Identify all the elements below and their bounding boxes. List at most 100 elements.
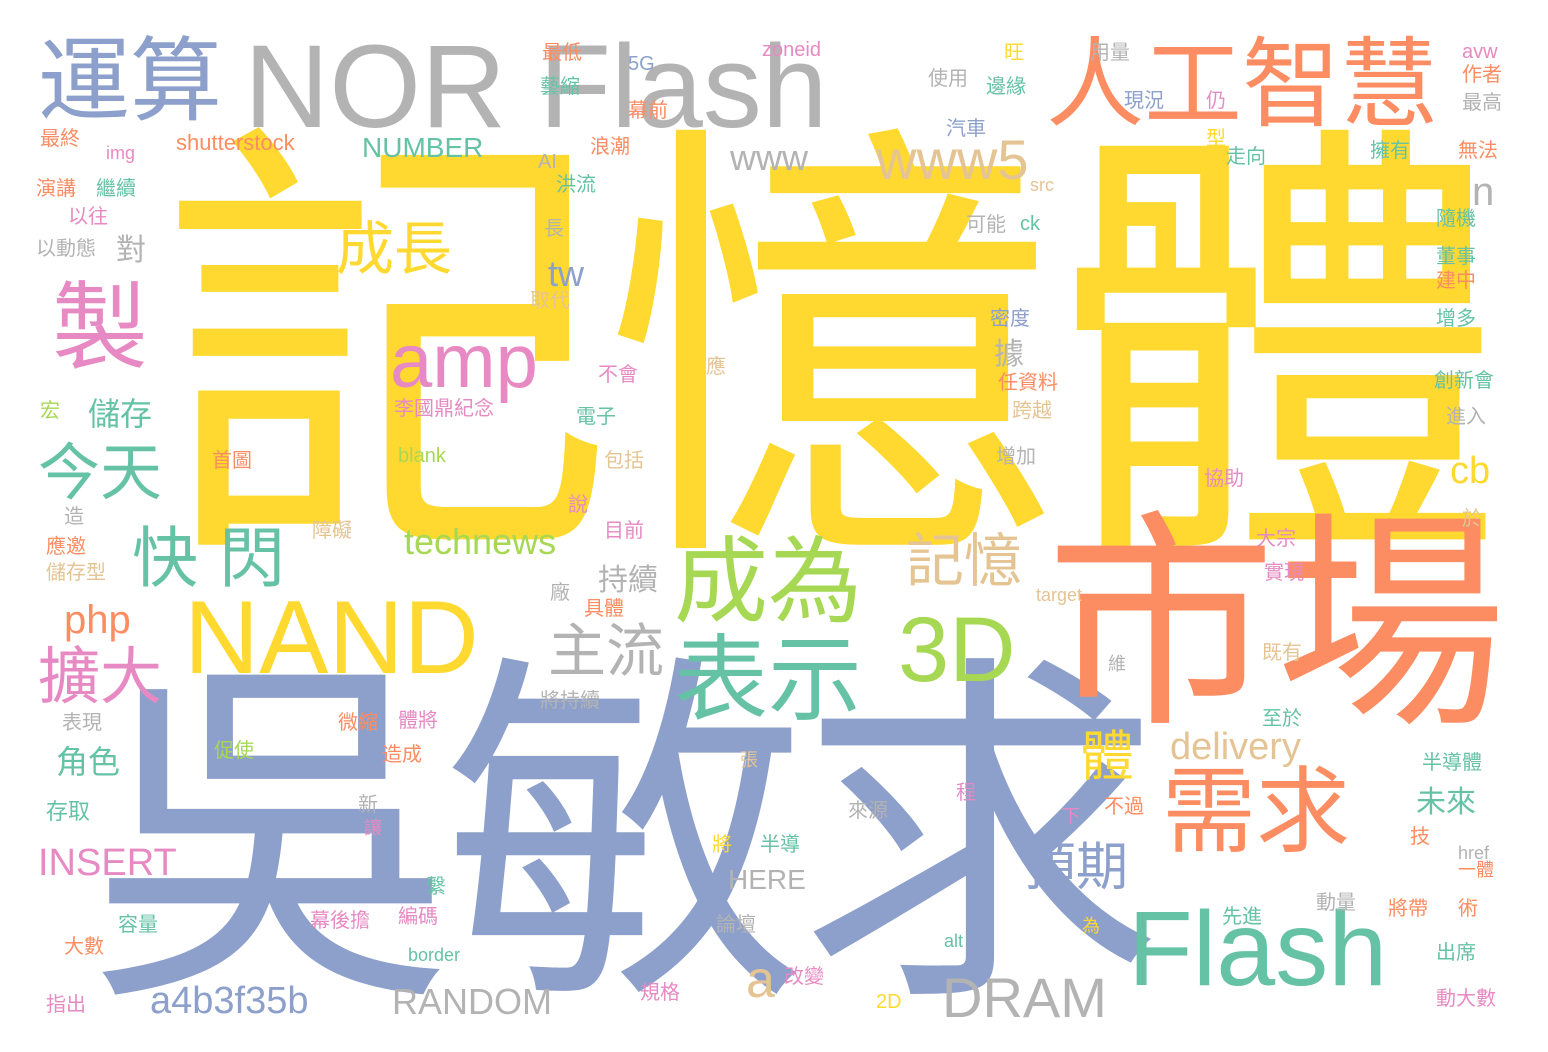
word-bianyuan: 邊緣 — [986, 74, 1026, 98]
word-xing: 型 — [1206, 126, 1226, 150]
word-src: src — [1030, 175, 1054, 195]
word-jixu: 繼續 — [96, 176, 136, 200]
word-buguo: 不過 — [1104, 794, 1144, 818]
word-zuidi: 最低 — [542, 40, 582, 64]
word-kuayue: 跨越 — [1012, 398, 1052, 422]
word-rang: 讓 — [364, 818, 382, 839]
word-juti: 具體 — [584, 596, 624, 620]
word-jiyou: 既有 — [1262, 640, 1302, 664]
word-zao: 造 — [64, 504, 84, 528]
word-img: img — [106, 143, 136, 163]
word-chengwei: 成為 — [674, 528, 863, 637]
word-yongyou: 擁有 — [1370, 138, 1410, 162]
word-www5: www5 — [876, 128, 1029, 191]
word-suiji: 隨機 — [1436, 206, 1476, 230]
word-dui: 對 — [116, 233, 146, 268]
word-here: HERE — [728, 864, 806, 895]
word-ying: 應 — [706, 354, 726, 378]
word-n: n — [1472, 170, 1495, 214]
word-jiangdai: 將帶 — [1388, 896, 1428, 920]
word-ai: AI — [538, 151, 557, 173]
word-dazong: 大宗 — [1256, 526, 1296, 550]
word-guige: 規格 — [640, 980, 680, 1004]
word-yiti: 一體 — [1458, 860, 1494, 881]
word-zaocheng: 造成 — [382, 742, 422, 766]
word-technews: technews — [404, 521, 557, 562]
word-alt: alt — [944, 931, 964, 951]
word-wei2: 為 — [1082, 916, 1100, 937]
word-yunsuan: 運算 — [38, 28, 223, 135]
word-avw: avw — [1462, 41, 1498, 63]
word-chucun: 儲存 — [88, 395, 153, 433]
word-hongliu: 洪流 — [556, 172, 596, 196]
word-zhuliu: 主流 — [548, 617, 665, 685]
word-dongshi: 董事 — [1436, 244, 1476, 268]
word-dianzi: 電子 — [576, 404, 616, 428]
word-qudai: 取代 — [530, 288, 570, 312]
word-dram: DRAM — [942, 966, 1107, 1029]
word-biaoshi: 表示 — [674, 626, 863, 735]
word-cheng: 程 — [956, 780, 976, 804]
word-qiche: 汽車 — [946, 116, 986, 140]
word-yiwang: 以往 — [68, 204, 108, 228]
word-zuigao: 最高 — [1462, 90, 1502, 114]
word-baokuo: 包括 — [604, 448, 644, 472]
word-laiyuan: 來源 — [848, 798, 888, 822]
word-shixian: 實現 — [1264, 560, 1304, 584]
word-jinru: 進入 — [1446, 404, 1486, 428]
word-ck: ck — [1020, 213, 1040, 235]
word-gaibian: 改變 — [784, 964, 824, 988]
word-zoneid: zoneid — [762, 39, 821, 61]
word-norflash: NOR Flash — [244, 21, 828, 153]
word-bianma: 編碼 — [398, 904, 438, 928]
word-zhiyu: 至於 — [1262, 706, 1302, 730]
word-ju: 據 — [994, 337, 1024, 372]
word-weilai: 未來 — [1416, 785, 1476, 820]
word-5g: 5G — [628, 53, 655, 75]
word-jiangchixu: 將持續 — [540, 688, 600, 712]
word-chengzhang: 成長 — [336, 215, 453, 283]
word-luntan: 論壇 — [716, 912, 756, 936]
word-xiankuang: 現況 — [1124, 88, 1164, 112]
word-zengduo: 增多 — [1436, 306, 1476, 330]
word-weisuo: 微縮 — [338, 710, 378, 734]
word-liguoding: 李國鼎紀念 — [394, 396, 494, 420]
word-shoutu: 首圖 — [212, 448, 252, 472]
word-xuqiu: 需求 — [1162, 758, 1351, 867]
word-dongdashu: 動大數 — [1436, 986, 1496, 1010]
word-renziliao: 任資料 — [998, 370, 1058, 394]
word-tw: tw — [548, 253, 584, 294]
word-yisuo: 藝縮 — [540, 74, 580, 98]
word-wumin: 吳敏求 — [88, 626, 1163, 1051]
word-zuozhe: 作者 — [1462, 62, 1502, 86]
word-yingyao: 應邀 — [46, 534, 86, 558]
word-a4b: a4b3f35b — [150, 980, 309, 1022]
word-chuangxinhui: 創新會 — [1434, 368, 1494, 392]
word-yanjiang: 演講 — [36, 176, 76, 200]
word-jianzhong: 建中 — [1436, 268, 1476, 292]
word-yongliang: 用量 — [1090, 40, 1130, 64]
word-href: href — [1458, 843, 1490, 863]
word-random: RANDOM — [392, 981, 552, 1022]
word-amp: amp — [390, 319, 538, 404]
word-blank: blank — [398, 445, 446, 467]
word-jiyiti: 記憶體 — [160, 91, 1505, 620]
word-tijiang: 體將 — [398, 708, 438, 732]
word-dongliang: 動量 — [1316, 890, 1356, 914]
word-number: NUMBER — [362, 132, 484, 163]
word-yu: 於 — [1462, 506, 1482, 530]
word-xin: 新 — [358, 792, 378, 816]
word-xiezhu: 協助 — [1204, 466, 1244, 490]
word-bandao: 半導 — [760, 832, 800, 856]
word-php: php — [64, 598, 131, 642]
word-jiyi: 記憶 — [906, 527, 1023, 595]
word-www: www — [730, 137, 808, 178]
word-hong: 宏 — [40, 398, 60, 422]
word-reng: 仍 — [1206, 88, 1226, 112]
word-rengong: 人工智慧 — [1046, 28, 1439, 142]
word-xianjin: 先進 — [1222, 904, 1262, 928]
word-jiang: 將 — [712, 832, 732, 856]
word-zhi: 製 — [52, 272, 148, 384]
word-cunqu: 存取 — [46, 800, 91, 825]
